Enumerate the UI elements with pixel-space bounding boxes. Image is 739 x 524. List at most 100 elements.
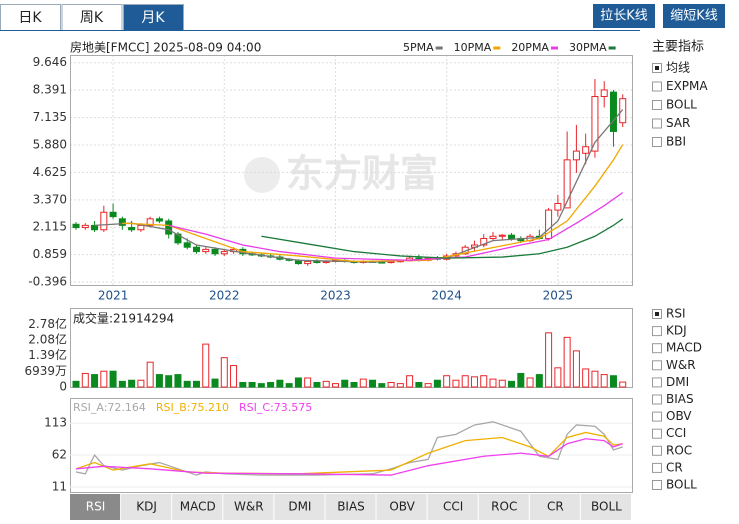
indicator-option[interactable]: KDJ [666, 324, 687, 338]
x-tick-label: 2023 [320, 289, 351, 303]
checkbox[interactable] [652, 118, 662, 129]
volume-bar [211, 378, 219, 388]
indicator-tab-label[interactable]: BOLL [591, 500, 622, 514]
y-tick-label: 8.391 [33, 83, 67, 97]
indicator-option[interactable]: MACD [666, 341, 702, 355]
checkbox[interactable] [652, 326, 662, 337]
indicator-option[interactable]: BOLL [666, 98, 697, 112]
indicator-option[interactable]: 均线 [666, 61, 690, 75]
indicator-option[interactable]: CR [666, 460, 683, 474]
checkbox[interactable] [652, 360, 662, 371]
candle-body [146, 218, 154, 226]
y-tick-label: 2.78亿 [28, 316, 67, 331]
indicator-option[interactable]: CCI [666, 426, 686, 440]
candle-body [619, 98, 627, 124]
indicator-tab[interactable] [529, 494, 580, 520]
indicator-tab-label[interactable]: MACD [180, 500, 216, 514]
indicator-tab-label[interactable]: KDJ [136, 500, 157, 514]
volume-bar [378, 383, 386, 388]
indicator-tab-label[interactable]: BIAS [337, 500, 365, 514]
indicator-tab[interactable] [325, 494, 376, 520]
tab-label[interactable]: 日K [18, 10, 42, 26]
indicator-tab-label[interactable]: CCI [443, 500, 463, 514]
indicator-tab-label[interactable]: W&R [234, 500, 264, 514]
candle-body [202, 248, 210, 253]
indicator-title: 主要指标 [652, 40, 704, 55]
indicator-option[interactable]: DMI [666, 375, 689, 389]
rsi-line [75, 431, 623, 475]
indicator-option[interactable]: OBV [666, 409, 692, 423]
indicator-option[interactable]: EXPMA [666, 79, 708, 93]
tab-label[interactable]: 月K [141, 10, 165, 26]
checkbox[interactable] [652, 377, 662, 388]
indicator-tab[interactable] [172, 494, 223, 520]
volume-bar [369, 379, 377, 388]
rsi-line [75, 421, 623, 476]
checkbox[interactable] [652, 462, 662, 473]
candle-body [128, 227, 136, 231]
button-label[interactable]: 缩短K线 [670, 8, 718, 24]
indicator-tab[interactable] [478, 494, 529, 520]
candle-body [155, 218, 163, 222]
volume-bar [563, 336, 571, 388]
volume-bar [600, 374, 608, 388]
volume-bar [433, 379, 441, 388]
candle-body [498, 234, 506, 237]
checkbox[interactable] [652, 445, 662, 456]
indicator-tab-label[interactable]: RSI [86, 500, 106, 514]
button[interactable] [663, 4, 725, 28]
tab[interactable] [0, 4, 61, 31]
indicator-option[interactable]: W&R [666, 358, 696, 372]
volume-bar [396, 383, 404, 388]
x-tick-label: 2024 [431, 289, 462, 303]
x-tick-label: 2022 [209, 289, 240, 303]
volume-bar [165, 375, 173, 388]
indicator-tab[interactable] [376, 494, 427, 520]
indicator-tab[interactable] [223, 494, 274, 520]
tab-label[interactable]: 周K [80, 10, 104, 26]
y-tick-label: 0 [59, 380, 67, 394]
volume-bar [443, 375, 451, 388]
indicator-option[interactable]: ROC [666, 443, 692, 457]
checkbox[interactable] [652, 343, 662, 354]
volume-bar [350, 381, 358, 388]
checkbox[interactable] [652, 137, 662, 147]
indicator-option[interactable]: BOLL [666, 478, 697, 492]
indicator-option[interactable]: BBI [666, 135, 686, 149]
indicator-option[interactable]: BIAS [666, 392, 694, 406]
tab[interactable] [61, 4, 123, 31]
indicator-tab[interactable] [121, 494, 172, 520]
volume-bar [545, 332, 553, 388]
indicator-tab[interactable] [580, 494, 631, 520]
legend-label: 20PMA [511, 41, 549, 54]
checkbox[interactable] [652, 411, 662, 422]
checkbox[interactable] [652, 81, 662, 92]
indicator-option[interactable]: SAR [666, 116, 690, 130]
checkbox[interactable] [652, 394, 662, 405]
candle-body [220, 251, 228, 255]
indicator-tab[interactable] [274, 494, 325, 520]
volume-bar [155, 374, 163, 388]
volume-bar [341, 379, 349, 388]
volume-bar [322, 380, 330, 388]
indicator-tab-label[interactable]: CR [547, 500, 564, 514]
indicator-tab-label[interactable]: ROC [491, 500, 517, 514]
candle-body [554, 203, 562, 211]
checkbox[interactable] [652, 480, 662, 490]
indicator-option[interactable]: RSI [666, 307, 686, 321]
volume-bar [526, 377, 534, 388]
volume-bar [248, 381, 256, 388]
volume-bar [554, 367, 562, 388]
watermark: 东方财富 [286, 152, 438, 196]
indicator-tab[interactable] [70, 494, 121, 520]
indicator-tab-label[interactable]: DMI [288, 500, 311, 514]
volume-bar [461, 375, 469, 388]
indicator-tab[interactable] [427, 494, 478, 520]
checkbox[interactable] [652, 428, 662, 439]
button-label[interactable]: 拉长K线 [600, 9, 648, 24]
checkbox[interactable] [652, 100, 662, 110]
indicator-tab-label[interactable]: OBV [389, 500, 415, 514]
button[interactable] [593, 4, 655, 28]
volume-bar [387, 381, 395, 388]
volume-bar [72, 380, 80, 388]
